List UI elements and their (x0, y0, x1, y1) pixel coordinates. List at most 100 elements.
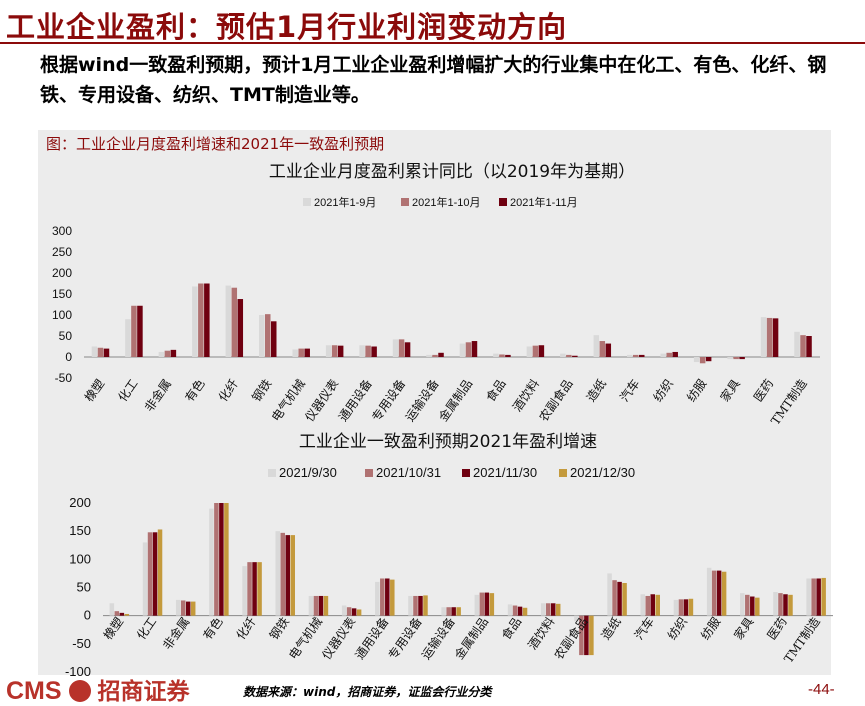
category-label-2: 酒饮料 (525, 615, 557, 653)
bar-2-非金属-1 (175, 599, 181, 616)
category-label-1: 家具 (717, 376, 743, 404)
bar-1-纺服-1 (693, 357, 700, 363)
bar-2-金属制品-3 (484, 592, 490, 616)
bar-1-专用设备-1 (392, 339, 399, 357)
y-tick-label-1: 100 (52, 308, 72, 322)
bar-2-通用设备-3 (385, 578, 390, 616)
category-label-2: 金属制品 (451, 614, 491, 662)
bar-1-有色-1 (192, 286, 198, 357)
bar-2-钢铁-4 (290, 535, 295, 616)
legend-swatch-2-2 (365, 469, 373, 477)
bar-1-运输设备-2 (432, 354, 438, 357)
y-tick-label-2: 200 (69, 495, 91, 510)
bar-2-专用设备-1 (408, 595, 413, 616)
bar-1-酒饮料-3 (538, 345, 545, 357)
legend-swatch-2-4 (559, 469, 567, 477)
bar-1-仪器仪表-2 (331, 345, 338, 357)
bar-1-通用设备-3 (371, 346, 377, 357)
bar-1-金属制品-1 (459, 343, 466, 357)
category-label-2: 纺织 (665, 615, 690, 643)
bar-2-非金属-4 (190, 601, 196, 616)
bar-2-有色-2 (214, 503, 219, 616)
data-source: 数据来源：wind，招商证券，证监会行业分类 (243, 685, 492, 699)
logo-emblem-icon (68, 680, 91, 702)
bar-1-造纸-3 (605, 343, 612, 357)
bar-2-钢铁-1 (275, 531, 280, 616)
bar-2-纺织-2 (678, 599, 684, 616)
bar-2-金属制品-4 (489, 593, 495, 616)
bar-2-纺服-3 (716, 570, 722, 616)
bar-1-家具-3 (739, 357, 745, 360)
bar-2-有色-1 (209, 508, 214, 616)
bar-1-纺服-2 (699, 357, 706, 364)
bar-2-汽车-3 (650, 594, 655, 616)
legend-swatch-1-3 (499, 198, 507, 206)
bar-2-化纤-2 (247, 562, 252, 616)
bar-1-钢铁-2 (265, 314, 271, 357)
bar-2-橡塑-3 (119, 612, 125, 616)
bar-1-非金属-2 (164, 350, 171, 357)
bar-2-TMT制造-3 (816, 578, 821, 616)
bar-2-运输设备-4 (456, 607, 461, 616)
category-label-1: 橡塑 (81, 376, 107, 404)
bar-1-电气机械-1 (292, 349, 298, 357)
bar-2-纺服-2 (711, 570, 717, 616)
bar-1-TMT制造-2 (800, 335, 806, 357)
bar-1-纺织-2 (666, 352, 672, 357)
bar-2-酒饮料-2 (545, 603, 551, 616)
bar-1-农副食品-3 (572, 355, 578, 357)
bar-2-造纸-1 (607, 573, 612, 616)
bar-1-汽车-1 (627, 354, 633, 357)
bar-2-电气机械-3 (318, 595, 324, 616)
bar-2-医药-2 (778, 593, 783, 616)
y-tick-label-1: 0 (65, 350, 72, 364)
category-label-2: 有色 (200, 615, 225, 643)
bar-1-食品-2 (499, 354, 505, 357)
bar-1-通用设备-1 (359, 345, 365, 357)
bar-2-酒饮料-3 (550, 603, 556, 616)
page-title: 工业企业盈利：预估1月行业利润变动方向 (6, 10, 568, 44)
legend-label-2-1: 2021/9/30 (279, 465, 337, 480)
y-tick-label-2: -100 (65, 664, 91, 679)
bar-2-有色-4 (224, 503, 229, 616)
bar-1-家具-1 (727, 357, 733, 360)
bar-2-通用设备-4 (390, 579, 395, 616)
bar-2-专用设备-4 (423, 595, 428, 616)
bar-2-化工-3 (152, 532, 158, 616)
bar-1-酒饮料-2 (532, 345, 539, 357)
bar-1-金属制品-3 (471, 341, 478, 357)
bar-2-化纤-3 (252, 562, 257, 616)
bar-1-农副食品-2 (566, 354, 572, 357)
bar-2-仪器仪表-4 (356, 609, 362, 616)
bar-2-仪器仪表-1 (341, 605, 347, 616)
category-label-1: 非金属 (141, 376, 174, 414)
bar-2-有色-3 (219, 503, 224, 616)
bar-2-农副食品-4 (589, 615, 594, 656)
bar-2-纺织-4 (688, 598, 694, 616)
category-label-1: 有色 (182, 377, 207, 405)
category-label-2: 钢铁 (267, 615, 292, 643)
bar-2-农副食品-1 (574, 615, 579, 622)
bar-1-电气机械-3 (304, 348, 310, 357)
chart-title-1: 工业企业月度盈利累计同比（以2019年为基期） (269, 162, 635, 182)
bar-2-电气机械-4 (323, 595, 329, 616)
bar-1-非金属-1 (158, 351, 165, 357)
category-label-2: 化工 (134, 615, 159, 643)
page-subtitle: 根据wind一致盈利预期，预计1月工业企业盈利增幅扩大的行业集中在化工、有色、化… (40, 54, 827, 106)
bar-2-TMT制造-2 (811, 578, 816, 616)
category-label-1: 汽车 (616, 376, 642, 404)
panel-label: 图：工业企业月度盈利增速和2021年一致盈利预期 (46, 135, 385, 153)
y-tick-label-1: 200 (52, 266, 72, 280)
bar-1-食品-3 (505, 354, 511, 357)
category-label-1: 农副食品 (536, 376, 576, 424)
bar-2-化工-1 (142, 542, 148, 616)
bar-2-纺服-1 (706, 567, 712, 616)
bar-2-纺服-4 (721, 571, 727, 616)
bar-1-运输设备-3 (438, 352, 444, 357)
category-label-1: 造纸 (584, 377, 609, 405)
category-label-2: 医药 (764, 615, 789, 643)
bar-2-通用设备-2 (380, 578, 385, 616)
bar-1-非金属-3 (170, 349, 177, 357)
brand-logo: CMS 招商证券 (6, 672, 189, 706)
